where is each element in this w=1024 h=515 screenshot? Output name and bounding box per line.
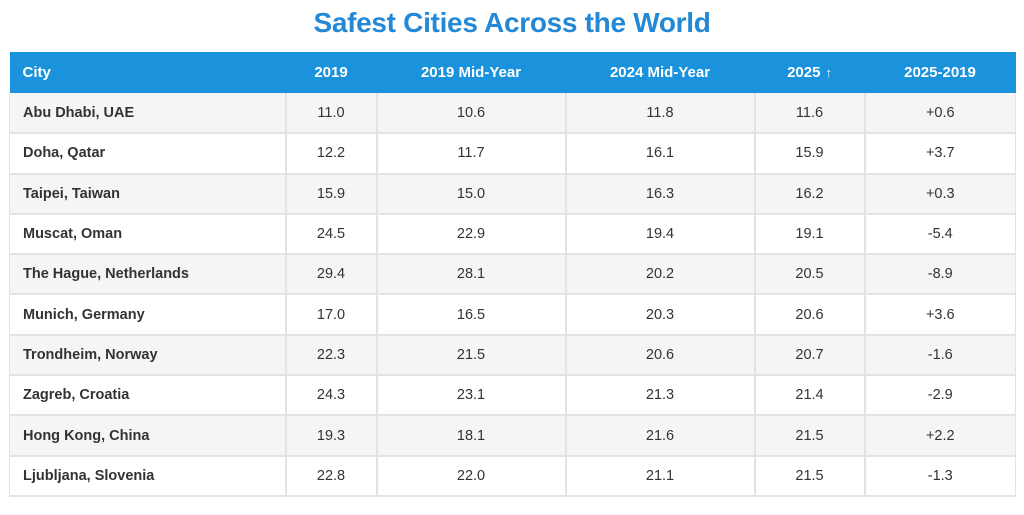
value-cell-2019-mid-year: 22.9 — [376, 213, 567, 256]
value-cell-2019-mid-year: 21.5 — [376, 334, 567, 377]
city-cell: Muscat, Oman — [9, 213, 287, 256]
value-cell-2024-mid-year: 16.3 — [565, 173, 756, 215]
table-row: Hong Kong, China 19.3 18.1 21.6 21.5 +2.2 — [9, 415, 1016, 457]
page-title: Safest Cities Across the World — [313, 7, 711, 38]
city-cell: Hong Kong, China — [9, 415, 287, 457]
city-cell: Taipei, Taiwan — [9, 173, 287, 215]
value-cell-2024-mid-year: 20.3 — [565, 294, 756, 336]
value-cell-2019: 22.3 — [285, 334, 378, 377]
value-cell-2019: 22.8 — [285, 455, 378, 497]
city-cell: Zagreb, Croatia — [9, 375, 287, 417]
value-cell-2019-mid-year: 11.7 — [376, 133, 567, 175]
value-cell-2019: 29.4 — [285, 254, 378, 296]
value-cell-2024-mid-year: 21.1 — [565, 455, 756, 497]
column-header-2025[interactable]: 2025 ↑ — [754, 52, 865, 93]
value-cell-2025-2019: -2.9 — [864, 375, 1016, 417]
city-cell: Trondheim, Norway — [9, 334, 287, 377]
value-cell-2025-2019: -1.6 — [864, 334, 1016, 377]
value-cell-2025: 20.6 — [754, 294, 866, 336]
table-row: Zagreb, Croatia 24.3 23.1 21.3 21.4 -2.9 — [9, 375, 1016, 417]
sort-arrow-up-icon: ↑ — [825, 65, 832, 80]
table-row: Doha, Qatar 12.2 11.7 16.1 15.9 +3.7 — [9, 133, 1016, 175]
value-cell-2024-mid-year: 21.3 — [565, 375, 756, 417]
value-cell-2025: 19.1 — [754, 213, 866, 256]
table-header-row: City 2019 2019 Mid-Year 2024 Mid-Year 2025 ↑ 2… — [9, 52, 1016, 93]
data-table-container: City 2019 2019 Mid-Year 2024 Mid-Year 2025 ↑ 2… — [9, 52, 1016, 497]
value-cell-2019: 17.0 — [285, 294, 378, 336]
value-cell-2024-mid-year: 21.6 — [565, 415, 756, 457]
value-cell-2025-2019: +3.6 — [864, 294, 1016, 336]
city-cell: Ljubljana, Slovenia — [9, 455, 287, 497]
value-cell-2019-mid-year: 23.1 — [376, 375, 567, 417]
value-cell-2019-mid-year: 10.6 — [376, 93, 567, 135]
value-cell-2019-mid-year: 28.1 — [376, 254, 567, 296]
value-cell-2019: 24.3 — [285, 375, 378, 417]
value-cell-2025: 21.5 — [754, 455, 866, 497]
table-row: Trondheim, Norway 22.3 21.5 20.6 20.7 -1.6 — [9, 334, 1016, 377]
value-cell-2025: 16.2 — [754, 173, 866, 215]
value-cell-2024-mid-year: 20.6 — [565, 334, 756, 377]
city-cell: Doha, Qatar — [9, 133, 287, 175]
table-row: Munich, Germany 17.0 16.5 20.3 20.6 +3.6 — [9, 294, 1016, 336]
value-cell-2025-2019: +0.3 — [864, 173, 1016, 215]
value-cell-2025-2019: -5.4 — [864, 213, 1016, 256]
column-header-2025-2019[interactable]: 2025-2019 — [864, 52, 1016, 93]
table-row: Abu Dhabi, UAE 11.0 10.6 11.8 11.6 +0.6 — [9, 93, 1016, 135]
value-cell-2025-2019: -8.9 — [864, 254, 1016, 296]
table-row: Taipei, Taiwan 15.9 15.0 16.3 16.2 +0.3 — [9, 173, 1016, 215]
table-body: Abu Dhabi, UAE 11.0 10.6 11.8 11.6 +0.6 Doha, … — [9, 93, 1016, 497]
value-cell-2025-2019: +0.6 — [864, 93, 1016, 135]
value-cell-2019-mid-year: 18.1 — [376, 415, 567, 457]
value-cell-2024-mid-year: 11.8 — [565, 93, 756, 135]
city-cell: The Hague, Netherlands — [9, 254, 287, 296]
value-cell-2024-mid-year: 20.2 — [565, 254, 756, 296]
value-cell-2019-mid-year: 22.0 — [376, 455, 567, 497]
value-cell-2019: 11.0 — [285, 93, 378, 135]
column-header-2019-mid-year[interactable]: 2019 Mid-Year — [376, 52, 566, 93]
column-header-2019[interactable]: 2019 — [285, 52, 377, 93]
value-cell-2019-mid-year: 16.5 — [376, 294, 567, 336]
value-cell-2025: 20.5 — [754, 254, 866, 296]
table-row: Ljubljana, Slovenia 22.8 22.0 21.1 21.5 -1.3 — [9, 455, 1016, 497]
value-cell-2019: 24.5 — [285, 213, 378, 256]
value-cell-2025: 21.5 — [754, 415, 866, 457]
value-cell-2025-2019: +2.2 — [864, 415, 1016, 457]
table-row: Muscat, Oman 24.5 22.9 19.4 19.1 -5.4 — [9, 213, 1016, 256]
value-cell-2025: 11.6 — [754, 93, 866, 135]
value-cell-2024-mid-year: 19.4 — [565, 213, 756, 256]
data-table: City 2019 2019 Mid-Year 2024 Mid-Year 2025 ↑ 2… — [9, 52, 1016, 497]
value-cell-2025-2019: +3.7 — [864, 133, 1016, 175]
value-cell-2025: 15.9 — [754, 133, 866, 175]
value-cell-2025-2019: -1.3 — [864, 455, 1016, 497]
value-cell-2025: 20.7 — [754, 334, 866, 377]
city-cell: Munich, Germany — [9, 294, 287, 336]
value-cell-2025: 21.4 — [754, 375, 866, 417]
column-header-city[interactable]: City — [9, 52, 286, 93]
value-cell-2019-mid-year: 15.0 — [376, 173, 567, 215]
value-cell-2019: 12.2 — [285, 133, 378, 175]
value-cell-2024-mid-year: 16.1 — [565, 133, 756, 175]
value-cell-2019: 15.9 — [285, 173, 378, 215]
column-header-2024-mid-year[interactable]: 2024 Mid-Year — [565, 52, 755, 93]
value-cell-2019: 19.3 — [285, 415, 378, 457]
table-row: The Hague, Netherlands 29.4 28.1 20.2 20.5 -8… — [9, 254, 1016, 296]
city-cell: Abu Dhabi, UAE — [9, 93, 287, 135]
